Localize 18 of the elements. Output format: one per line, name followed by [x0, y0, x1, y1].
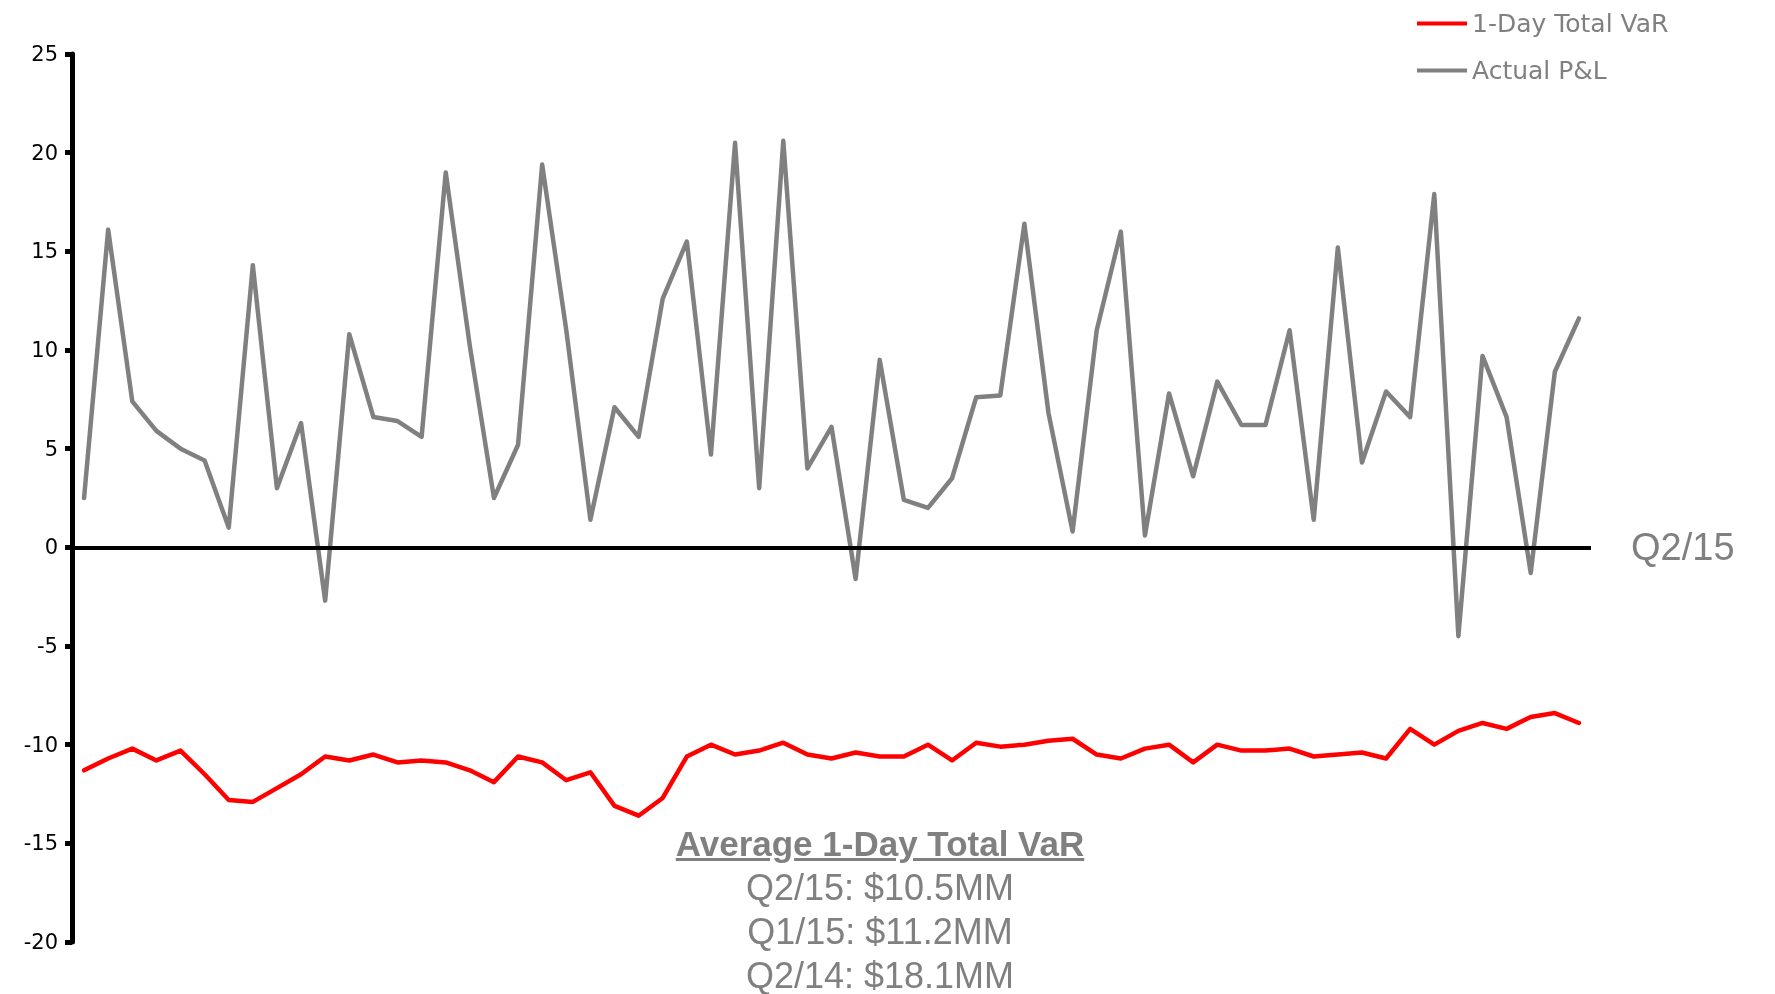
- y-tick-label: -20: [23, 930, 58, 954]
- ref-line-label: Q2/15: [1631, 526, 1735, 569]
- y-tick-label: 0: [44, 535, 58, 560]
- y-tick-label: 25: [31, 42, 58, 66]
- y-tick-label: 10: [31, 338, 58, 362]
- line-series: [81, 710, 1582, 818]
- annotation: Q2/15: $10.5MM: [744, 866, 1016, 910]
- legend-label: Actual P&L: [1472, 56, 1607, 85]
- y-tick-label: -5: [37, 634, 58, 658]
- annotation: Q1/15: $11.2MM: [746, 910, 1014, 954]
- line-series: [81, 138, 1582, 639]
- y-tick-label: 5: [44, 436, 58, 461]
- annotation: Average 1-Day Total VaR: [674, 823, 1086, 865]
- y-tick-label: -15: [23, 831, 58, 856]
- y-tick-label: -10: [23, 732, 58, 757]
- legend-label: 1-Day Total VaR: [1472, 9, 1669, 38]
- y-tick-label: 15: [31, 239, 58, 264]
- y-tick-label: 20: [31, 140, 58, 165]
